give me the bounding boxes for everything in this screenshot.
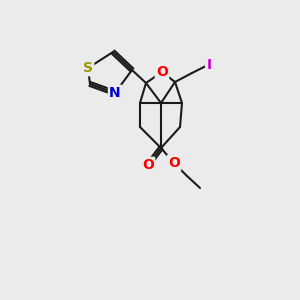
Text: S: S [83, 61, 93, 75]
Text: I: I [206, 58, 211, 72]
Text: O: O [168, 156, 180, 170]
Text: O: O [142, 158, 154, 172]
Text: O: O [156, 65, 168, 79]
Text: N: N [109, 86, 121, 100]
